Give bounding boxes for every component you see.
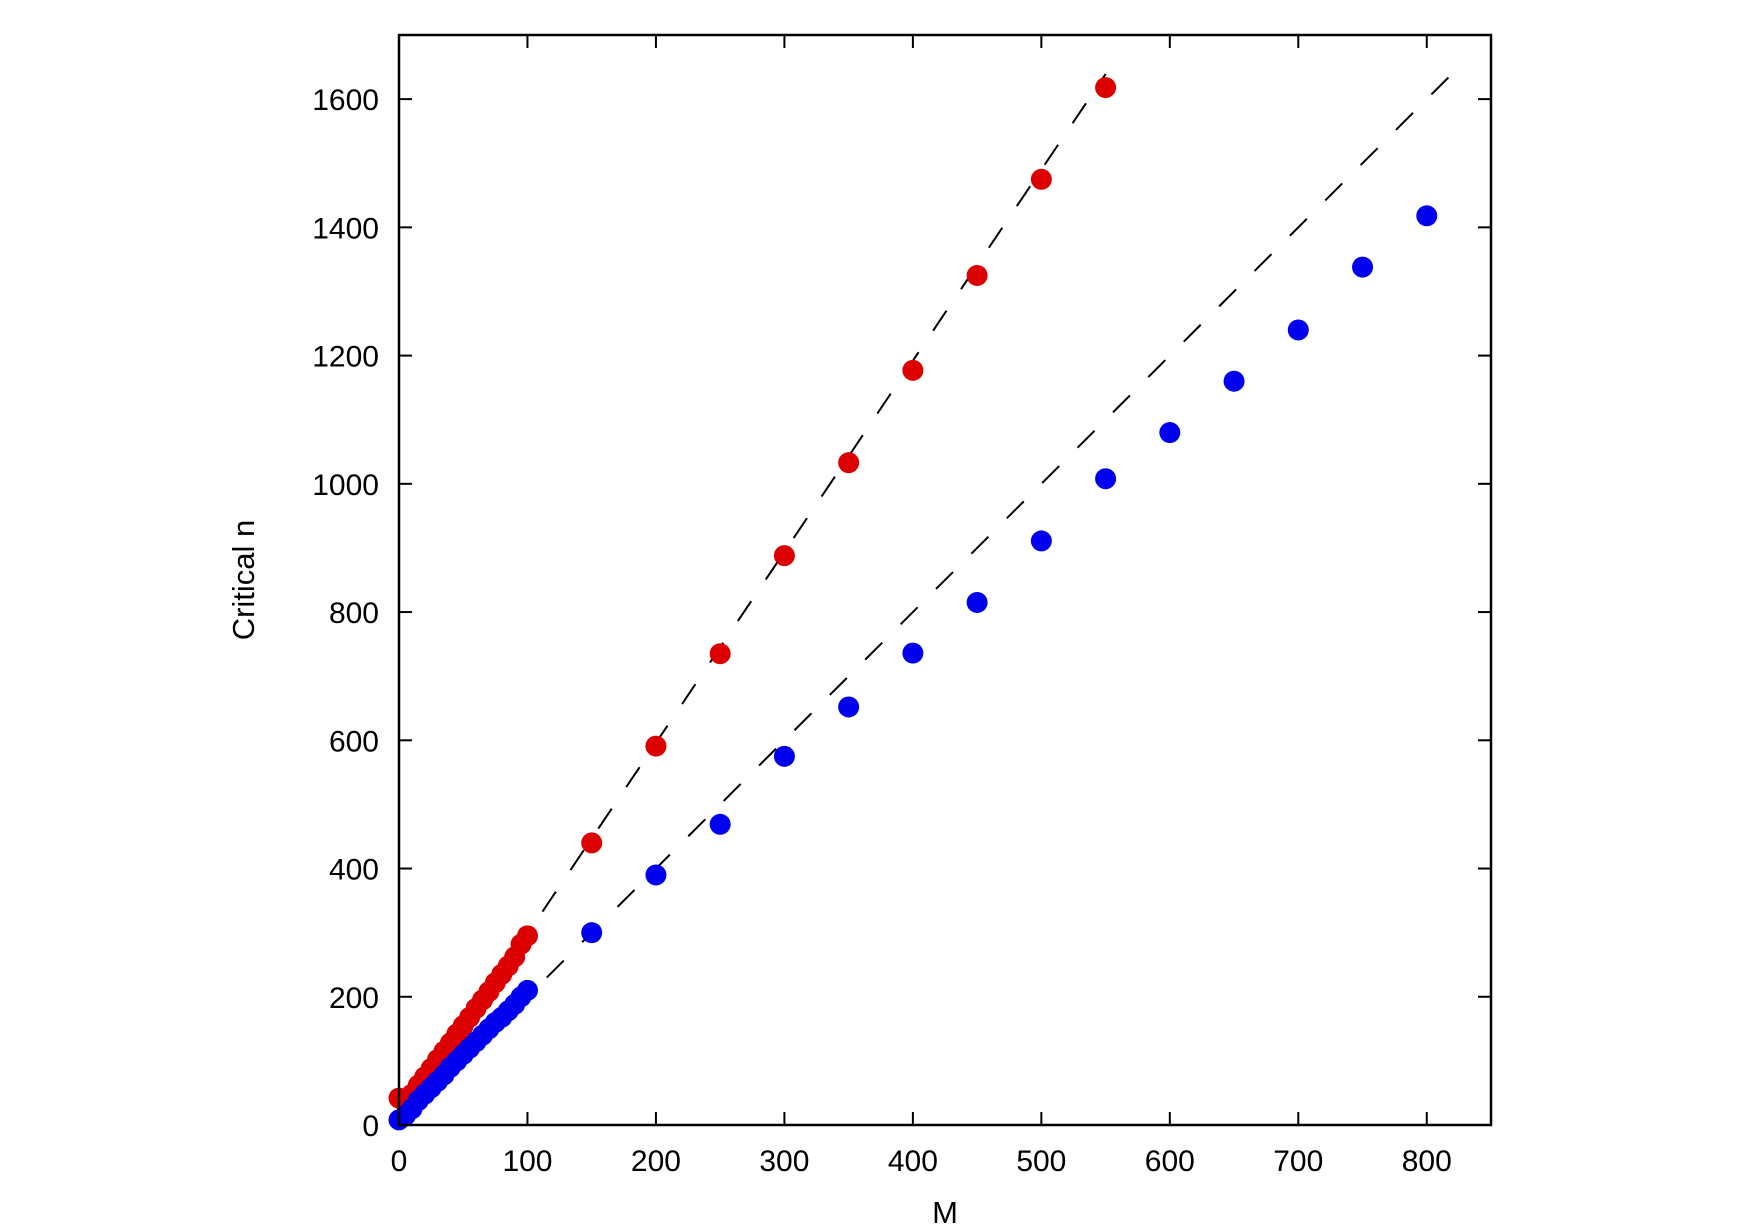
red-data-point [902,359,924,381]
x-axis-label: M [932,1195,958,1225]
fit-lines [513,66,1460,979]
red-data-point [581,832,603,854]
red-data-point [838,452,860,474]
blue-data-point [1416,205,1438,227]
y-tick-label: 1600 [312,84,379,117]
blue-data-point [1287,319,1309,341]
blue-data-point [966,591,988,613]
red-data-point [645,735,667,757]
red-data-point [709,643,731,665]
blue-data-point [581,922,603,944]
y-tick-label: 0 [362,1110,379,1143]
y-tick-label: 400 [329,854,379,887]
red-data-point [966,264,988,286]
y-tick-label: 1200 [312,341,379,374]
plot-frame [397,33,1493,1127]
x-tick-label: 100 [502,1145,552,1178]
blue-data-point [516,979,538,1001]
blue-data-point [645,864,667,886]
red-data-point [773,545,795,567]
blue-data-point [902,642,924,664]
y-axis-label: Critical n [226,520,261,641]
blue-data-point [773,745,795,767]
x-tick-label: 0 [391,1145,408,1178]
blue-data-point [1352,256,1374,278]
x-tick-label: 200 [631,1145,681,1178]
axis-ticks: 0 100 200 300 400 500 600 700 800 0 200 400 600 800 10… [312,35,1491,1178]
x-tick-label: 400 [888,1145,938,1178]
y-tick-label: 600 [329,725,379,758]
blue-data-point [838,696,860,718]
y-tick-label: 200 [329,982,379,1015]
x-tick-label: 500 [1016,1145,1066,1178]
blue-data-point [709,813,731,835]
red-data-point [1030,168,1052,190]
red-fit-line [513,73,1107,954]
blue-data-point [1030,530,1052,552]
x-tick-label: 700 [1273,1145,1323,1178]
x-tick-label: 300 [759,1145,809,1178]
y-tick-label: 800 [329,597,379,630]
y-tick-label: 1000 [312,469,379,502]
x-tick-label: 600 [1145,1145,1195,1178]
x-tick-label: 800 [1402,1145,1452,1178]
data-points [388,77,1438,1131]
red-data-point [516,925,538,947]
y-tick-label: 1400 [312,212,379,245]
blue-data-point [1095,468,1117,490]
blue-data-point [1223,370,1245,392]
red-data-point [1095,77,1117,99]
blue-data-point [1159,422,1181,444]
blue-fit-line [546,66,1460,979]
